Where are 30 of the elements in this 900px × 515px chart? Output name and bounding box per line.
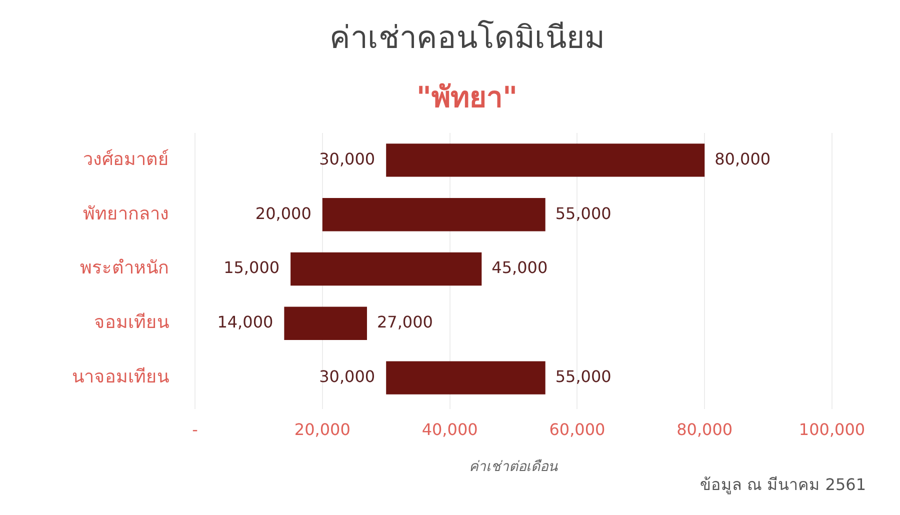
annotation: 80,000 [714, 149, 771, 168]
x-axis-title: ค่าเช่าต่อเดือน [469, 459, 558, 475]
y-tick-label: นาจอมเทียน [72, 366, 169, 388]
annotation: 20,000 [255, 204, 312, 223]
annotation: 15,000 [224, 258, 280, 278]
y-tick-label: วงศ์อมาตย์ [83, 148, 169, 170]
x-tick-label: 100,000 [798, 420, 866, 439]
bar [290, 252, 482, 286]
annotation: 14,000 [217, 312, 274, 332]
x-tick-label: 80,000 [676, 420, 733, 439]
annotation: 30,000 [319, 366, 376, 386]
y-tick-label: พระตำหนัก [80, 258, 169, 279]
y-tick-label: จอมเทียน [94, 312, 169, 334]
annotation: 30,000 [319, 149, 376, 168]
annotation: 55,000 [555, 204, 612, 223]
annotation: 27,000 [376, 312, 433, 332]
y-tick-label: พัทยากลาง [83, 203, 169, 224]
x-tick-label: 20,000 [294, 420, 350, 439]
x-tick-label: 60,000 [549, 420, 606, 439]
x-tick-label: - [192, 420, 198, 439]
text: ข้อมูล ณ มีนาคม 2561 [700, 474, 866, 496]
chart-title: ค่าเช่าคอนโดมิเนียม [328, 19, 606, 58]
annotation: 55,000 [555, 366, 612, 386]
x-tick-label: 40,000 [422, 420, 478, 439]
bar [284, 306, 367, 340]
bar [386, 144, 705, 177]
chart-subtitle: "พัทยา" [415, 79, 519, 116]
bar [386, 361, 546, 394]
bar [322, 198, 546, 232]
annotation: 45,000 [492, 258, 548, 278]
